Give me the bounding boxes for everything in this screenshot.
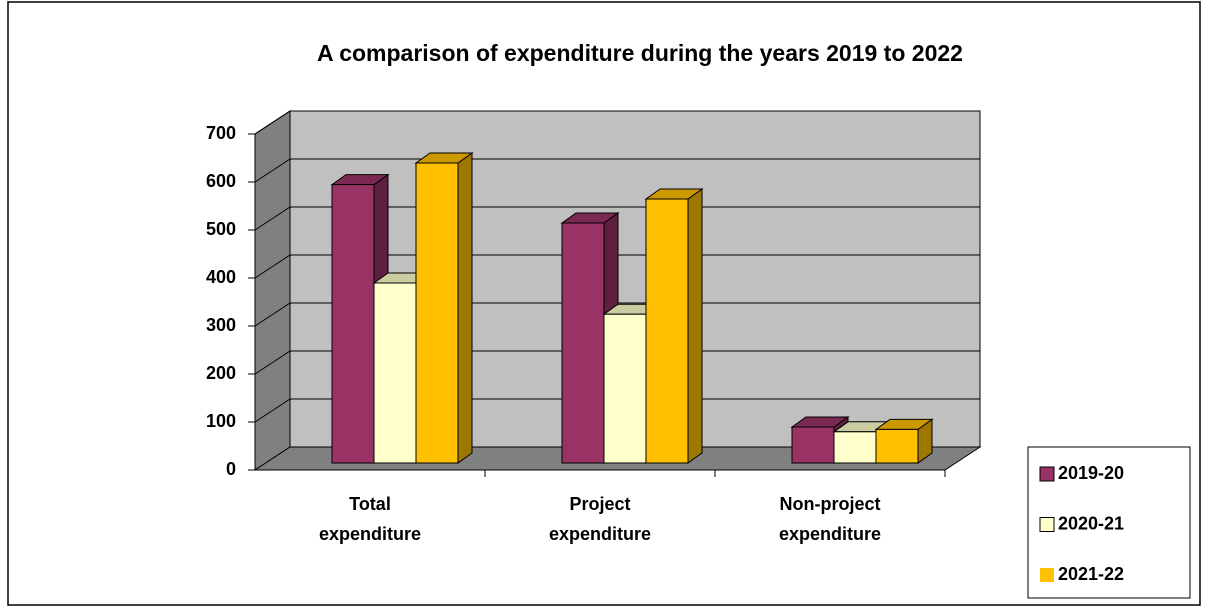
x-tick-label: Non-project [780,494,881,514]
legend-swatch [1039,517,1055,532]
bar-side [457,152,473,464]
grid-line [254,206,291,231]
legend-box [1027,446,1191,599]
chart-title: A comparison of expenditure during the y… [317,40,963,66]
x-tick-label: expenditure [319,524,421,544]
legend-label: 2020-21 [1058,513,1124,533]
grid-line [254,110,291,135]
bar-side [687,188,703,464]
bar [415,162,459,464]
grid-line [254,254,291,279]
y-tick-label: 500 [206,219,236,239]
legend-swatch [1039,466,1055,482]
x-tick-label: Total [349,494,391,514]
bar [561,222,605,464]
grid-line [254,158,291,183]
y-tick-label: 100 [206,411,236,431]
bar [603,313,647,464]
grid-line [254,302,291,327]
bar [875,428,919,464]
bar [645,198,689,464]
y-tick-label: 600 [206,171,236,191]
y-tick-label: 0 [226,459,236,479]
bar [833,431,877,464]
x-tick-label: expenditure [779,524,881,544]
y-tick-label: 400 [206,267,236,287]
bar [791,426,835,464]
bar [373,282,417,464]
x-tick-label: Project [569,494,630,514]
legend-label: 2021-22 [1058,564,1124,584]
legend-label: 2019-20 [1058,463,1124,483]
y-tick-label: 200 [206,363,236,383]
y-tick-label: 700 [206,123,236,143]
bar [331,184,375,464]
grid-line [254,350,291,375]
grid-line [254,398,291,423]
y-tick-label: 300 [206,315,236,335]
legend-swatch [1040,568,1054,582]
side-wall [254,110,291,471]
x-tick-label: expenditure [549,524,651,544]
